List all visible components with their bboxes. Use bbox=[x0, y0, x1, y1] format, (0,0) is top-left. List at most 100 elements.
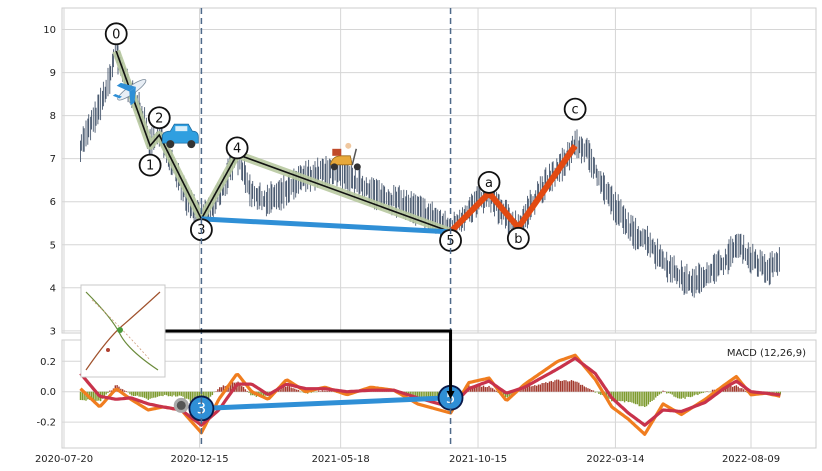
macd-histogram-bar bbox=[572, 380, 574, 392]
macd-y-tick-label: -0.2 bbox=[36, 418, 56, 429]
macd-histogram-bar bbox=[697, 391, 699, 396]
macd-histogram-bar bbox=[585, 387, 587, 392]
macd-histogram-bar bbox=[491, 388, 494, 392]
inset-thumbnail bbox=[80, 284, 166, 378]
macd-histogram-bar bbox=[193, 391, 195, 403]
macd-histogram-bar bbox=[164, 391, 166, 395]
macd-histogram-bar bbox=[92, 391, 95, 401]
macd-histogram-bar bbox=[288, 386, 291, 392]
price-y-tick-label: 3 bbox=[50, 326, 56, 337]
macd-histogram-bar bbox=[594, 391, 596, 393]
macd-histogram-bar bbox=[695, 391, 697, 395]
macd-histogram-bar bbox=[704, 391, 706, 393]
macd-point-marker bbox=[173, 397, 189, 413]
macd-histogram-bar bbox=[301, 391, 303, 393]
scooter-box bbox=[332, 148, 342, 156]
price-panel: 3 4 5 6 7 8 9 10 0 1 2 3 4 5 a b c bbox=[43, 7, 817, 337]
wave-label-circle bbox=[147, 106, 171, 130]
macd-y-tick-label: 0.0 bbox=[40, 387, 56, 398]
macd-histogram-bar bbox=[477, 386, 479, 392]
macd-histogram-bar bbox=[532, 385, 534, 392]
macd-histogram-bar bbox=[415, 391, 417, 398]
macd-histogram-bar bbox=[138, 391, 140, 397]
macd-histogram-bar bbox=[129, 391, 131, 395]
price-y-tick-label: 4 bbox=[50, 283, 56, 294]
macd-histogram-bar bbox=[508, 391, 510, 397]
macd-histogram-bar bbox=[147, 391, 149, 400]
macd-histogram-bar bbox=[284, 386, 287, 392]
macd-line bbox=[79, 353, 781, 436]
macd-histogram-bar bbox=[162, 391, 164, 397]
macd-histogram-bar bbox=[590, 389, 593, 392]
macd-histogram-bar bbox=[678, 391, 681, 399]
macd-lines bbox=[79, 353, 781, 436]
macd-histogram-bar bbox=[779, 391, 782, 395]
macd-histogram-bar bbox=[422, 391, 424, 399]
macd-histogram-bar bbox=[524, 388, 527, 392]
macd-histogram-bar bbox=[706, 391, 708, 392]
macd-histogram-bar bbox=[85, 391, 87, 401]
macd-y-tick-label: 0.2 bbox=[40, 357, 56, 368]
macd-histogram-bar bbox=[151, 391, 153, 399]
macd-histogram-bar bbox=[742, 389, 745, 392]
macd-histogram-bar bbox=[583, 386, 585, 392]
macd-histogram-bar bbox=[156, 391, 159, 397]
macd-histogram-bar bbox=[627, 391, 629, 403]
macd-histogram-bar bbox=[548, 381, 551, 392]
vertical-markers bbox=[200, 8, 452, 448]
macd-histogram-bar bbox=[684, 391, 686, 399]
macd-histogram-bar bbox=[426, 391, 428, 400]
macd-histogram-bar bbox=[281, 388, 283, 392]
macd-histogram-bar bbox=[772, 391, 774, 393]
macd-histogram-bar bbox=[693, 391, 695, 396]
macd-histogram-bar bbox=[142, 391, 144, 398]
macd-histogram-bar bbox=[127, 391, 129, 393]
macd-histogram-bar bbox=[724, 388, 727, 392]
macd-histogram-bar bbox=[145, 391, 148, 399]
macd-histogram-bar bbox=[143, 391, 146, 398]
macd-histogram-bar bbox=[169, 391, 171, 397]
macd-histogram-bar bbox=[777, 391, 780, 394]
macd-histogram-bar bbox=[711, 389, 714, 392]
macd-histogram-bar bbox=[277, 390, 280, 392]
macd-histogram-bar bbox=[649, 391, 651, 403]
macd-histogram-bar bbox=[219, 387, 221, 392]
macd-histogram-bar bbox=[731, 386, 734, 392]
macd-histogram-bar bbox=[292, 388, 294, 392]
macd-histogram-bar bbox=[686, 391, 688, 397]
wave-label-circle bbox=[138, 153, 162, 177]
macd-histogram-bar bbox=[568, 381, 571, 392]
wave-label-circle bbox=[506, 226, 530, 250]
macd-histogram-bar bbox=[550, 380, 553, 392]
macd-histogram-bar bbox=[242, 386, 245, 392]
macd-histogram-bar bbox=[241, 386, 243, 392]
airplane-wing bbox=[129, 86, 136, 106]
macd-histogram-bar bbox=[534, 385, 536, 392]
macd-panel: 0.20.0-0.2 35 MACD (12,26,9) bbox=[36, 339, 817, 449]
car-icon bbox=[161, 123, 199, 149]
scooter-body bbox=[329, 155, 353, 166]
macd-histogram-bar bbox=[178, 391, 181, 396]
macd-histogram-bar bbox=[297, 389, 300, 392]
car-wheel bbox=[166, 140, 175, 149]
macd-histogram-bar bbox=[629, 391, 631, 402]
macd-histogram-bar bbox=[546, 382, 549, 392]
macd-histogram-bar bbox=[479, 385, 481, 392]
macd-histogram-bar bbox=[581, 384, 584, 392]
macd-histogram-bar bbox=[437, 391, 439, 399]
macd-histogram-bar bbox=[726, 387, 728, 392]
wave-label-b: b bbox=[514, 232, 522, 247]
macd-histogram-bar bbox=[702, 391, 705, 393]
macd-histogram-bar bbox=[664, 391, 666, 392]
macd-histogram-bar bbox=[328, 390, 331, 392]
signal-line bbox=[79, 356, 781, 427]
macd-histogram-bar bbox=[700, 391, 703, 394]
price-y-ticks: 3 4 5 6 7 8 9 10 bbox=[43, 25, 56, 337]
macd-histogram-bar bbox=[125, 391, 127, 392]
macd-histogram-bar bbox=[640, 391, 642, 407]
macd-histogram-bar bbox=[413, 391, 415, 398]
macd-histogram-bar bbox=[427, 391, 430, 400]
macd-histogram-bar bbox=[559, 380, 562, 392]
macd-histogram-bar bbox=[173, 391, 175, 396]
macd-histogram-bar bbox=[184, 391, 186, 399]
